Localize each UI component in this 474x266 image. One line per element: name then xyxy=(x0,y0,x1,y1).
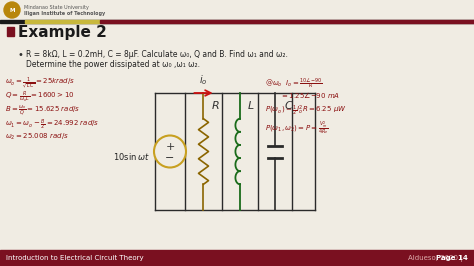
Text: $P(\omega_1, \omega_2) = P = \frac{V_m^2}{4R_e}$: $P(\omega_1, \omega_2) = P = \frac{V_m^2… xyxy=(265,120,329,138)
Circle shape xyxy=(4,2,20,18)
Bar xyxy=(100,20,474,23)
Text: Aldueso, 2020 |: Aldueso, 2020 | xyxy=(408,255,465,261)
Text: $Q = \frac{R}{\omega_o L} = 1600 > 10$: $Q = \frac{R}{\omega_o L} = 1600 > 10$ xyxy=(5,90,74,105)
Text: R = 8kΩ, L = 0.2mH, C = 8μF. Calculate ω₀, Q and B. Find ω₁ and ω₂.: R = 8kΩ, L = 0.2mH, C = 8μF. Calculate ω… xyxy=(26,50,288,59)
Text: Example 2: Example 2 xyxy=(18,26,107,40)
Text: L: L xyxy=(248,101,254,111)
Text: −: − xyxy=(165,152,175,163)
Circle shape xyxy=(154,135,186,168)
Text: Introduction to Electrical Circuit Theory: Introduction to Electrical Circuit Theor… xyxy=(6,255,144,261)
Bar xyxy=(25,20,100,23)
Text: Page 14: Page 14 xyxy=(436,255,468,261)
Text: $\omega_2 = 25.008\ rad/s$: $\omega_2 = 25.008\ rad/s$ xyxy=(5,132,69,142)
Text: •: • xyxy=(18,50,24,60)
Text: R: R xyxy=(211,101,219,111)
Text: $\omega_o = \frac{1}{\sqrt{LC}} = 25 krad/s$: $\omega_o = \frac{1}{\sqrt{LC}} = 25 kra… xyxy=(5,76,75,91)
Text: $P(\omega_o) = \frac{1}{2}I_o^2 R = 6.25\ \mu W$: $P(\omega_o) = \frac{1}{2}I_o^2 R = 6.25… xyxy=(265,104,346,118)
Text: $= 1.25\angle{-90}\ mA$: $= 1.25\angle{-90}\ mA$ xyxy=(280,90,340,100)
Text: +: + xyxy=(165,142,175,152)
Bar xyxy=(7,27,14,36)
Text: M: M xyxy=(9,7,15,13)
Text: $i_o$: $i_o$ xyxy=(199,73,208,87)
Bar xyxy=(0,20,474,23)
Text: $10 \sin \omega t$: $10 \sin \omega t$ xyxy=(113,151,150,162)
Text: Determine the power dissipated at ω₀ ,ω₁ ω₂.: Determine the power dissipated at ω₀ ,ω₁… xyxy=(26,60,200,69)
Text: $B = \frac{\omega_o}{Q} = 15.625\ rad/s$: $B = \frac{\omega_o}{Q} = 15.625\ rad/s$ xyxy=(5,104,81,118)
Text: C: C xyxy=(285,101,293,111)
Bar xyxy=(0,250,474,266)
Text: $@\omega_o\ \ I_o = \frac{10\angle{-90}}{R}$: $@\omega_o\ \ I_o = \frac{10\angle{-90}}… xyxy=(265,76,322,90)
Text: $\omega_1 = \omega_o - \frac{B}{2} = 24.992\ rad/s$: $\omega_1 = \omega_o - \frac{B}{2} = 24.… xyxy=(5,118,100,132)
Text: Iligan Institute of Technology: Iligan Institute of Technology xyxy=(24,10,105,15)
Text: Mindanao State University: Mindanao State University xyxy=(24,5,89,10)
